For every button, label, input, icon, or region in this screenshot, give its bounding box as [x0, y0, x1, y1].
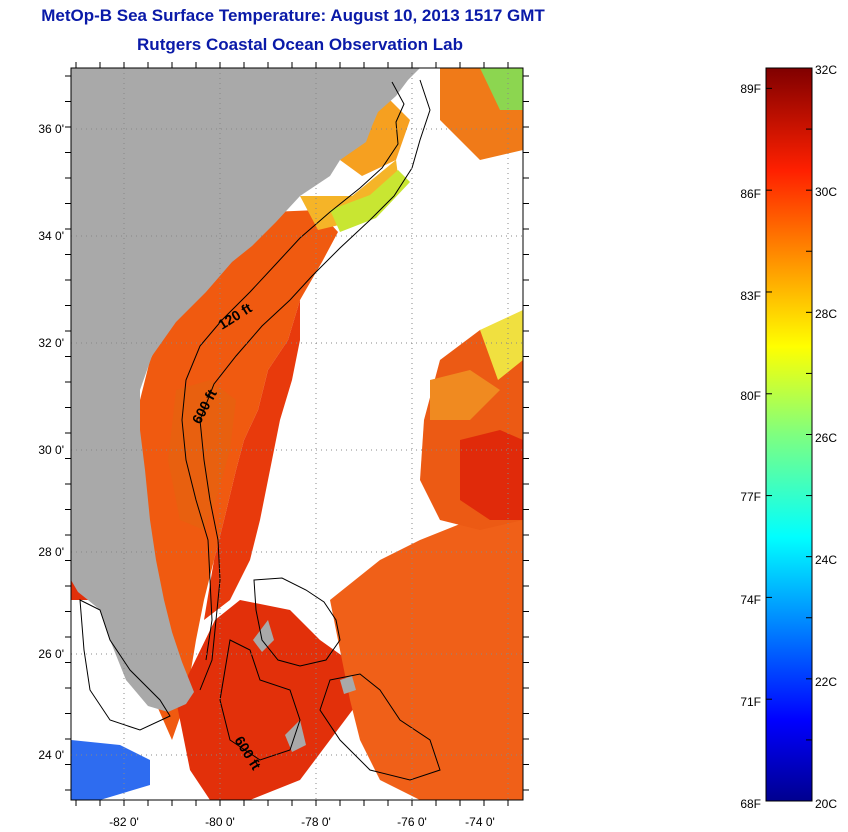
colorbar: 89F 86F 83F 80F 77F 74F 71F 68F 32C 30C …	[740, 63, 837, 811]
latitude-labels: 36 0' 34 0' 32 0' 30 0' 28 0' 26 0' 24 0…	[38, 122, 64, 762]
c-label-24: 24C	[815, 553, 837, 567]
c-label-28: 28C	[815, 307, 837, 321]
lon-label-78: -78 0'	[301, 815, 331, 829]
lon-label-76: -76 0'	[397, 815, 427, 829]
f-label-89: 89F	[740, 82, 761, 96]
lat-label-32: 32 0'	[38, 336, 64, 350]
fahrenheit-labels: 89F 86F 83F 80F 77F 74F 71F 68F	[740, 82, 761, 811]
map-title: MetOp-B Sea Surface Temperature: August …	[41, 6, 545, 25]
bathymetry-contours	[79, 79, 441, 781]
f-label-71: 71F	[740, 695, 761, 709]
map-area	[71, 68, 523, 800]
lat-label-26: 26 0'	[38, 647, 64, 661]
land	[71, 68, 420, 752]
c-label-20: 20C	[815, 797, 837, 811]
c-label-32: 32C	[815, 63, 837, 77]
graticule	[71, 68, 523, 800]
lat-label-28: 28 0'	[38, 545, 64, 559]
lat-label-36: 36 0'	[38, 122, 64, 136]
colorbar-gradient	[765, 67, 813, 802]
f-label-68: 68F	[740, 797, 761, 811]
lon-label-80: -80 0'	[205, 815, 235, 829]
lat-label-34: 34 0'	[38, 229, 64, 243]
c-label-22: 22C	[815, 675, 837, 689]
longitude-labels: -82 0' -80 0' -78 0' -76 0' -74 0'	[109, 815, 495, 829]
f-label-80: 80F	[740, 389, 761, 403]
lat-label-30: 30 0'	[38, 443, 64, 457]
colorbar-ticks	[766, 67, 812, 802]
map-subtitle: Rutgers Coastal Ocean Observation Lab	[137, 35, 463, 54]
map-frame	[70, 67, 524, 801]
f-label-74: 74F	[740, 593, 761, 607]
lon-label-74: -74 0'	[465, 815, 495, 829]
c-label-30: 30C	[815, 185, 837, 199]
f-label-83: 83F	[740, 289, 761, 303]
f-label-86: 86F	[740, 187, 761, 201]
c-label-26: 26C	[815, 431, 837, 445]
axis-ticks	[65, 62, 529, 806]
lon-label-82: -82 0'	[109, 815, 139, 829]
celsius-labels: 32C 30C 28C 26C 24C 22C 20C	[815, 63, 837, 811]
f-label-77: 77F	[740, 490, 761, 504]
sst-field	[71, 68, 523, 800]
lat-label-24: 24 0'	[38, 748, 64, 762]
